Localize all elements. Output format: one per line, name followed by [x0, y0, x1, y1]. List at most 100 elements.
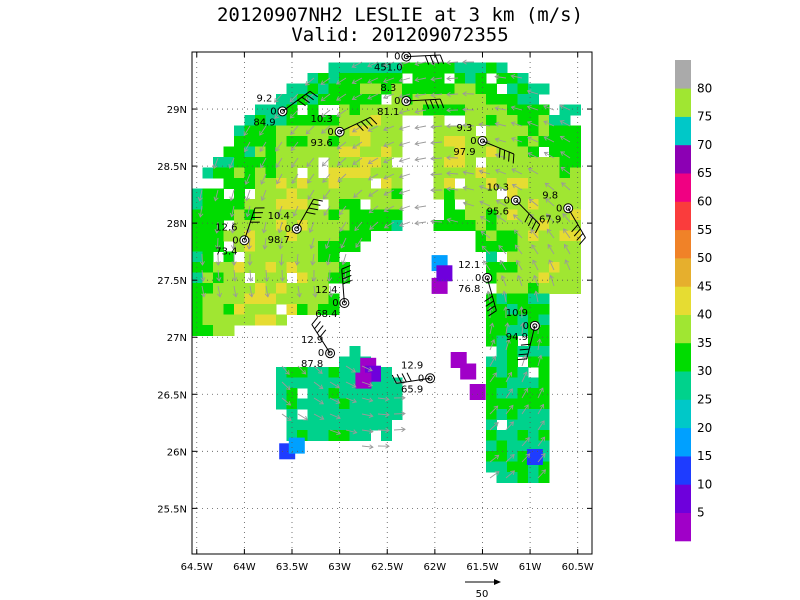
wind-vector-head [260, 179, 266, 185]
wind-vector [245, 173, 251, 185]
wind-vector [329, 381, 340, 389]
wind-vector-head [383, 174, 389, 180]
wind-barb-flag [365, 119, 373, 127]
field-cell [202, 304, 214, 315]
field-cell [339, 178, 350, 189]
field-cell [549, 272, 560, 284]
field-cell [559, 188, 571, 200]
field-cell [339, 230, 350, 242]
field-cell [360, 209, 371, 221]
wind-vector [296, 253, 299, 265]
wind-barb-flag [396, 374, 402, 383]
field-cell [538, 262, 550, 273]
wind-vector [537, 355, 542, 367]
map-axes: 64.5W 64W 63.5W 63W 62.5W 62W 61.5W 61W 60.5W 25.… [157, 52, 594, 573]
wind-barb-flag [520, 343, 531, 346]
field-cell [454, 146, 466, 158]
field-cell [486, 125, 497, 137]
field-cell [517, 125, 529, 137]
wind-vector [521, 322, 524, 335]
station-pressure-label: 94.9 [506, 332, 528, 343]
field-cell [297, 430, 308, 441]
wind-vector-head [230, 245, 237, 250]
wind-vector [495, 107, 507, 111]
wind-vector-head [263, 277, 270, 282]
colorbar-label: 20 [697, 421, 712, 435]
field-cell [360, 188, 371, 200]
wind-vector [463, 202, 475, 207]
field-cell [339, 94, 350, 105]
wind-vector-head [526, 89, 532, 95]
field-cell [570, 272, 581, 284]
field-cell [370, 136, 382, 147]
wind-vector [201, 269, 204, 281]
field-cell [202, 167, 214, 179]
wind-barb-staff [515, 199, 541, 225]
wind-vector [281, 397, 291, 406]
wind-barb-flag [571, 224, 579, 233]
field-cell [349, 430, 361, 441]
field-cell [528, 388, 539, 399]
wind-vector [340, 237, 347, 249]
field-cell [276, 388, 287, 399]
field-cell [381, 104, 392, 116]
field-cell [507, 125, 518, 137]
field-cell [213, 167, 224, 179]
field-cell [528, 335, 539, 347]
wind-vector [550, 275, 555, 287]
field-cell [349, 388, 361, 399]
field-cell [486, 188, 497, 200]
wind-vector [489, 422, 499, 431]
wind-vector-head [285, 385, 291, 391]
colorbar-label: 40 [697, 308, 712, 322]
wind-vector-head [320, 80, 326, 85]
wind-vector [313, 365, 323, 374]
wind-vector [281, 381, 291, 390]
x-tick-label: 63W [328, 562, 351, 573]
field-cell [349, 356, 361, 368]
field-cell [318, 136, 329, 147]
field-cell [454, 157, 466, 168]
wind-vector [367, 93, 379, 100]
field-cell [276, 157, 287, 168]
wind-vector-head [248, 292, 254, 298]
wind-barb-flag [342, 274, 352, 280]
wind-vector-head [296, 292, 302, 298]
field-cell [507, 388, 518, 399]
wind-vector-head [398, 61, 404, 67]
field-cell [318, 115, 329, 126]
station-zero-label: 0 [332, 298, 338, 309]
field-cell [507, 167, 518, 179]
field-cell [286, 188, 298, 200]
wind-vector-head [369, 444, 374, 450]
station-10: 12.4 068.4 [315, 264, 352, 320]
wind-vector [399, 109, 411, 114]
wind-vector [399, 205, 411, 211]
wind-vector-head [483, 260, 488, 266]
field-cell [486, 241, 497, 252]
wind-vector-head [446, 123, 451, 129]
wind-barb-flag [297, 99, 306, 107]
field-cell [328, 83, 340, 95]
field-cell [202, 188, 214, 200]
wind-vector [217, 237, 219, 250]
wind-vector [512, 184, 523, 191]
field-cell [486, 356, 497, 368]
field-cell [538, 167, 550, 179]
field-cell [339, 398, 350, 410]
field-cell [276, 230, 287, 242]
wind-vector [528, 168, 539, 175]
wind-vector [336, 77, 347, 85]
field-cell [297, 188, 308, 200]
wind-vector [289, 93, 299, 103]
field-cell [328, 146, 340, 158]
field-cell [349, 146, 361, 158]
wind-vector [489, 454, 499, 463]
y-tick-label: 25.5N [157, 504, 187, 515]
reference-vector: 50 [465, 579, 501, 600]
wind-vector [313, 381, 324, 389]
field-cell [244, 314, 256, 326]
field-cell [507, 367, 518, 378]
field-cell [192, 272, 203, 284]
